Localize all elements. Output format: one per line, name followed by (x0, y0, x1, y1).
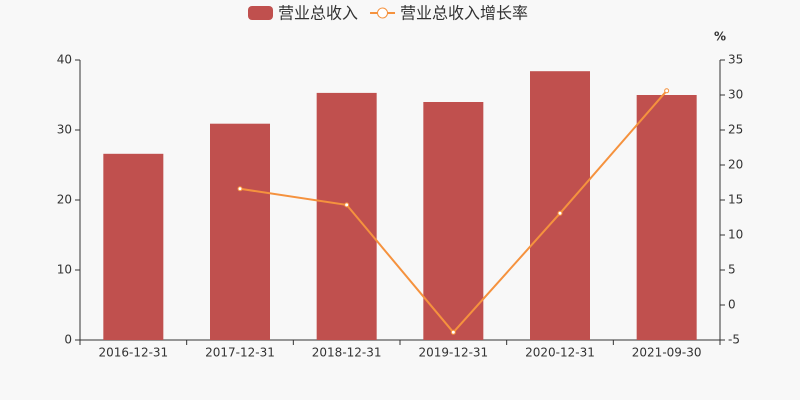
y2-tick-label: 15 (728, 193, 743, 207)
bar (316, 92, 377, 341)
y2-tick-label: 25 (728, 123, 743, 137)
y-tick-label: 20 (57, 193, 72, 207)
x-tick-label: 2021-09-30 (632, 346, 702, 360)
line-point (557, 210, 563, 216)
x-tick-label: 2018-12-31 (312, 346, 382, 360)
legend-label: 营业总收入 (278, 4, 358, 23)
bar (210, 123, 270, 340)
y2-tick-label: 20 (728, 158, 743, 172)
bar (103, 153, 164, 340)
y2-axis-label: % (714, 30, 726, 44)
y-tick-label: 30 (57, 123, 72, 137)
y2-tick-label: 5 (728, 263, 736, 277)
bar (636, 95, 697, 340)
legend-label: 营业总收入增长率 (400, 4, 528, 23)
y2-tick-label: 0 (728, 298, 736, 312)
line-point (450, 329, 456, 335)
line-point (344, 202, 350, 208)
bar (530, 71, 590, 340)
y-tick-label: 0 (64, 333, 72, 347)
x-tick-label: 2016-12-31 (98, 346, 168, 360)
legend-swatch (248, 6, 273, 20)
x-tick-label: 2020-12-31 (525, 346, 595, 360)
x-tick-label: 2019-12-31 (418, 346, 488, 360)
line-point (664, 88, 670, 94)
line-point (237, 186, 243, 192)
y-tick-label: 40 (57, 53, 72, 67)
x-tick-label: 2017-12-31 (205, 346, 275, 360)
bar (423, 102, 484, 340)
y2-tick-label: 35 (728, 53, 743, 67)
y2-tick-label: -5 (728, 333, 740, 347)
y-tick-label: 10 (57, 263, 72, 277)
y2-tick-label: 30 (728, 88, 743, 102)
y2-tick-label: 10 (728, 228, 743, 242)
legend-swatch-point (377, 7, 389, 19)
